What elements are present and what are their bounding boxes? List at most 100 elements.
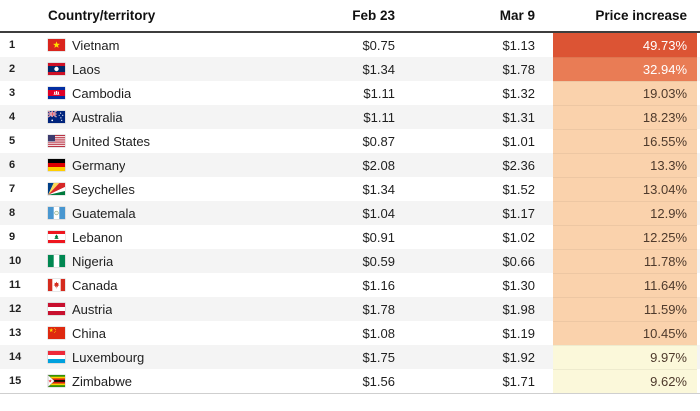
- table-row: 4 Australia $1.11 $1.31 18.23%: [0, 105, 700, 129]
- mar-9-value: $1.98: [502, 301, 535, 317]
- country-label: Australia: [72, 109, 123, 125]
- country-cell: Australia: [38, 105, 293, 129]
- flag-cambodia-icon: [48, 87, 65, 99]
- country-label: Luxembourg: [72, 349, 145, 365]
- rank-label: 5: [9, 135, 16, 147]
- country-label: China: [72, 325, 106, 341]
- mar-9-value: $1.92: [502, 349, 535, 365]
- column-header-feb-23: Feb 23: [293, 8, 413, 23]
- flag-seychelles-icon: [48, 183, 65, 195]
- mar-9-value: $1.01: [502, 133, 535, 149]
- feb-23-value: $1.56: [362, 373, 395, 389]
- rank-label: 8: [9, 207, 16, 219]
- country-cell: Seychelles: [38, 177, 293, 201]
- mar-9-value: $1.17: [502, 205, 535, 221]
- price-increase-cell: 12.9%: [553, 201, 697, 225]
- column-header-mar-9-label: Mar 9: [499, 8, 535, 23]
- rank-label: 9: [9, 231, 16, 243]
- table-body: 1 Vietnam $0.75 $1.13 49.73% 2 Laos $1.34 $1.78 3…: [0, 33, 700, 394]
- table-row: 3 Cambodia $1.11 $1.32 19.03%: [0, 81, 700, 105]
- flag-nigeria-icon: [48, 255, 65, 267]
- table-row: 8 Guatemala $1.04 $1.17 12.9%: [0, 201, 700, 225]
- country-label: Vietnam: [72, 37, 120, 53]
- country-label: Zimbabwe: [72, 373, 132, 389]
- country-label: Canada: [72, 277, 118, 293]
- rank-label: 13: [9, 327, 22, 339]
- flag-austria-icon: [48, 303, 65, 315]
- price-increase-cell: 9.97%: [553, 345, 697, 369]
- mar-9-value: $1.78: [502, 61, 535, 77]
- country-label: Laos: [72, 61, 101, 77]
- table-row: 10 Nigeria $0.59 $0.66 11.78%: [0, 249, 700, 273]
- country-cell: Nigeria: [38, 249, 293, 273]
- rank-label: 12: [9, 303, 22, 315]
- table-row: 9 Lebanon $0.91 $1.02 12.25%: [0, 225, 700, 249]
- country-cell: Guatemala: [38, 201, 293, 225]
- feb-23-value: $1.78: [362, 301, 395, 317]
- country-cell: Germany: [38, 153, 293, 177]
- column-header-feb-23-label: Feb 23: [352, 8, 395, 23]
- rank-label: 4: [9, 111, 16, 123]
- country-cell: Vietnam: [38, 33, 293, 57]
- column-header-country-label: Country/territory: [48, 8, 156, 23]
- mar-9-value: $1.32: [502, 85, 535, 101]
- mar-9-value: $0.66: [502, 253, 535, 269]
- price-increase-cell: 10.45%: [553, 321, 697, 345]
- table-row: 2 Laos $1.34 $1.78 32.94%: [0, 57, 700, 81]
- feb-23-value: $1.04: [362, 205, 395, 221]
- table-row: 11 Canada $1.16 $1.30 11.64%: [0, 273, 700, 297]
- feb-23-value: $1.11: [363, 109, 395, 125]
- price-increase-cell: 13.04%: [553, 177, 697, 201]
- column-header-country: Country/territory: [38, 8, 293, 23]
- flag-luxembourg-icon: [48, 351, 65, 363]
- rank-label: 14: [9, 351, 22, 363]
- country-label: Austria: [72, 301, 113, 317]
- feb-23-value: $1.11: [363, 85, 395, 101]
- feb-23-value: $0.91: [362, 229, 395, 245]
- flag-united-states-icon: [48, 135, 65, 147]
- mar-9-value: $1.71: [502, 373, 535, 389]
- country-label: Nigeria: [72, 253, 114, 269]
- price-increase-cell: 11.78%: [553, 249, 697, 273]
- price-increase-cell: 16.55%: [553, 129, 697, 153]
- price-increase-cell: 18.23%: [553, 105, 697, 129]
- mar-9-value: $1.02: [502, 229, 535, 245]
- column-header-price-increase-label: Price increase: [595, 8, 687, 23]
- country-cell: Cambodia: [38, 81, 293, 105]
- feb-23-value: $0.59: [362, 253, 395, 269]
- column-header-price-increase: Price increase: [553, 8, 697, 23]
- country-cell: United States: [38, 129, 293, 153]
- flag-vietnam-icon: [48, 39, 65, 51]
- mar-9-value: $1.13: [502, 37, 535, 53]
- rank-label: 7: [9, 183, 16, 195]
- column-header-mar-9: Mar 9: [413, 8, 553, 23]
- rank-label: 2: [9, 63, 16, 75]
- country-label: United States: [72, 133, 151, 149]
- flag-zimbabwe-icon: [48, 375, 65, 387]
- country-label: Germany: [72, 157, 126, 173]
- table-row: 7 Seychelles $1.34 $1.52 13.04%: [0, 177, 700, 201]
- flag-germany-icon: [48, 159, 65, 171]
- mar-9-value: $2.36: [502, 157, 535, 173]
- price-increase-cell: 11.59%: [553, 297, 697, 321]
- country-cell: Lebanon: [38, 225, 293, 249]
- country-cell: Canada: [38, 273, 293, 297]
- country-cell: Austria: [38, 297, 293, 321]
- feb-23-value: $1.34: [362, 61, 395, 77]
- table-row: 13 China $1.08 $1.19 10.45%: [0, 321, 700, 345]
- flag-laos-icon: [48, 63, 65, 75]
- flag-guatemala-icon: [48, 207, 65, 219]
- country-label: Guatemala: [72, 205, 136, 221]
- table-row: 14 Luxembourg $1.75 $1.92 9.97%: [0, 345, 700, 369]
- table-row: 5 United States $0.87 $1.01 16.55%: [0, 129, 700, 153]
- feb-23-value: $1.34: [362, 181, 395, 197]
- price-increase-cell: 49.73%: [553, 33, 697, 57]
- country-cell: Laos: [38, 57, 293, 81]
- table-row: 12 Austria $1.78 $1.98 11.59%: [0, 297, 700, 321]
- mar-9-value: $1.19: [502, 325, 535, 341]
- rank-label: 10: [9, 255, 22, 267]
- price-increase-cell: 32.94%: [553, 57, 697, 81]
- flag-china-icon: [48, 327, 65, 339]
- price-increase-cell: 19.03%: [553, 81, 697, 105]
- country-label: Lebanon: [72, 229, 123, 245]
